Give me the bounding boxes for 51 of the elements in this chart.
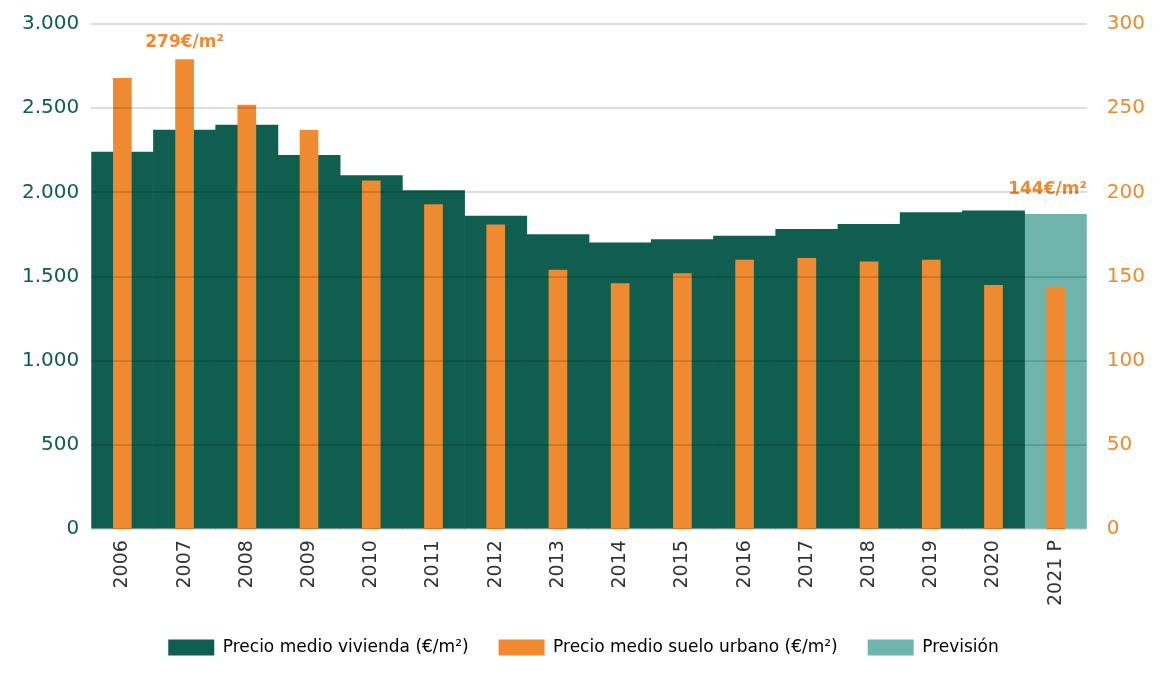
legend-label: Precio medio vivienda (€/m²) [222, 635, 469, 656]
x-tick-label: 2013 [544, 540, 567, 589]
x-tick-label: 2010 [358, 540, 381, 589]
x-tick-label: 2014 [607, 540, 630, 589]
bar [113, 77, 132, 530]
y-tick-label: 500 [41, 431, 80, 456]
y-tick-label: 1.000 [21, 346, 80, 371]
x-tick-label: 2011 [420, 540, 443, 589]
y2-tick-label: 250 [1106, 94, 1146, 119]
bar [610, 283, 630, 530]
bar [859, 261, 879, 530]
x-tick-label: 2020 [980, 540, 1003, 589]
bar [361, 180, 381, 530]
bar [797, 258, 817, 530]
y-tick-label: 2.500 [21, 94, 80, 119]
annotation: 279€/m² [145, 31, 224, 52]
legend-label: Previsión [922, 635, 999, 656]
x-tick-label: 2019 [918, 540, 941, 589]
legend-label: Precio medio suelo urbano (€/m²) [553, 635, 838, 656]
y-tick-label: 0 [66, 515, 80, 540]
bar [175, 59, 194, 530]
y2-tick-label: 200 [1106, 178, 1146, 203]
x-tick-label: 2006 [109, 540, 132, 589]
y-tick-label: 1.500 [21, 262, 80, 287]
bar [237, 104, 257, 530]
bar [984, 284, 1003, 530]
y2-tick-label: 150 [1106, 262, 1146, 287]
y-tick-label: 3.000 [21, 10, 80, 35]
bar [424, 204, 443, 530]
x-tick-label: 2009 [295, 540, 318, 589]
y2-tick-label: 100 [1106, 346, 1146, 371]
bar [735, 259, 754, 530]
y-tick-label: 2.000 [21, 178, 80, 203]
annotation: 144€/m² [1008, 177, 1087, 198]
bar [486, 224, 506, 530]
y2-tick-label: 300 [1106, 10, 1146, 35]
bar [548, 269, 568, 530]
bar [673, 273, 692, 530]
x-tick-label: 2008 [233, 540, 256, 589]
x-tick-label: 2012 [482, 540, 505, 589]
x-tick-label: 2021 P [1042, 540, 1065, 607]
x-tick-label: 2017 [793, 540, 816, 589]
y2-tick-label: 50 [1106, 431, 1133, 456]
x-tick-label: 2018 [855, 540, 878, 589]
bar [1046, 286, 1066, 530]
x-tick-label: 2016 [731, 540, 754, 589]
x-tick-label: 2007 [171, 540, 194, 589]
x-tick-label: 2015 [669, 540, 692, 589]
bar [299, 130, 319, 530]
y2-tick-label: 0 [1106, 515, 1120, 540]
bar [921, 259, 941, 530]
